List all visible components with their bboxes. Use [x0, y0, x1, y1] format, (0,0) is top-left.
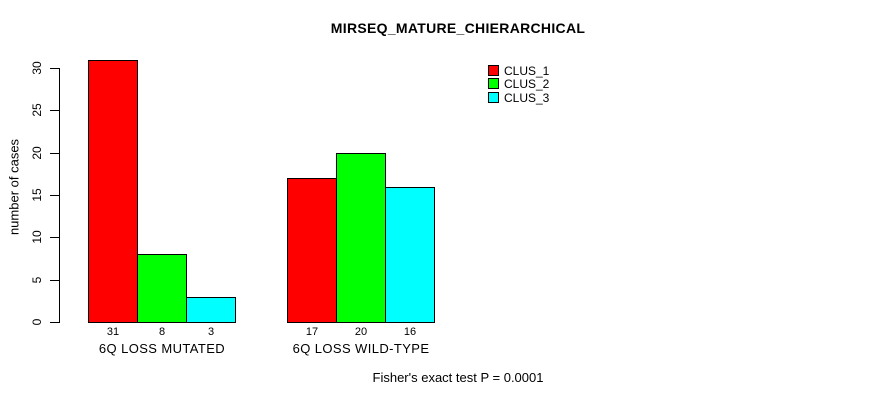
bar-value-label: 31 — [106, 326, 120, 338]
category-label: 6Q LOSS MUTATED — [98, 341, 226, 356]
chart-title: MIRSEQ_MATURE_CHIERARCHICAL — [330, 20, 586, 36]
legend-label: CLUS_3 — [504, 90, 550, 105]
bar — [186, 297, 236, 323]
category-label: 6Q LOSS WILD-TYPE — [292, 341, 430, 356]
bar-value-label: 16 — [403, 326, 417, 338]
y-axis-tick — [50, 237, 59, 238]
legend-swatch — [488, 92, 499, 103]
bar — [385, 187, 435, 323]
y-axis-tick — [50, 280, 59, 281]
bar-value-label: 3 — [207, 326, 215, 338]
legend-label: CLUS_2 — [504, 76, 550, 91]
y-axis-tick — [50, 153, 59, 154]
y-axis-line — [59, 68, 60, 323]
y-axis-tick — [50, 195, 59, 196]
bar-value-label: 8 — [158, 326, 166, 338]
legend-swatch — [488, 78, 499, 89]
annotation-fisher-test: Fisher's exact test P = 0.0001 — [372, 370, 544, 385]
legend-swatch — [488, 65, 499, 76]
y-axis-tick — [50, 110, 59, 111]
bar — [88, 60, 138, 323]
bar — [137, 254, 187, 323]
y-axis-tick — [50, 68, 59, 69]
y-axis-tick — [50, 322, 59, 323]
legend-label: CLUS_1 — [504, 63, 550, 78]
bar-value-label: 20 — [354, 326, 368, 338]
bar-value-label: 17 — [305, 326, 319, 338]
